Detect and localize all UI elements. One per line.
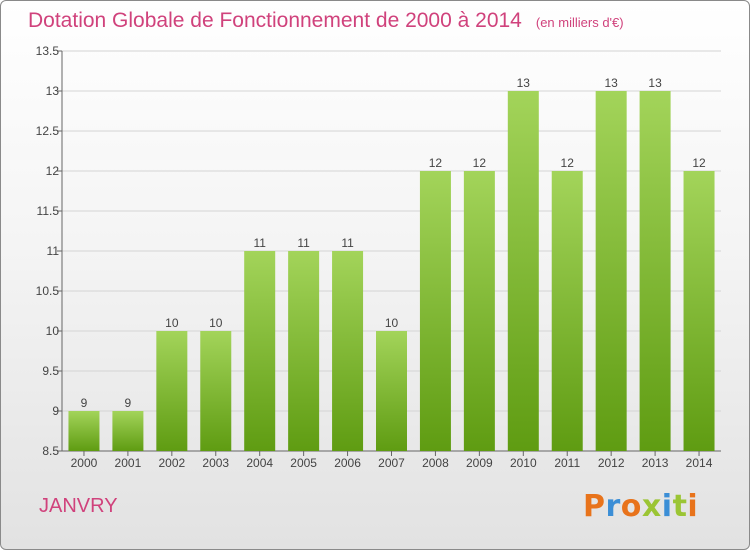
bar [463,171,495,451]
x-tick-label: 2008 [422,456,449,470]
logo-letter: i [687,489,699,524]
proxiti-logo: Proxiti [583,489,698,524]
x-tick-label: 2014 [686,456,713,470]
x-tick-label: 2007 [378,456,405,470]
bar [551,171,583,451]
bars [68,91,715,451]
data-label: 9 [125,396,132,410]
bar [639,91,671,451]
y-tick-label: 11 [47,244,60,258]
y-tick-label: 13 [46,84,60,98]
x-tick-label: 2002 [158,456,185,470]
bar [68,411,100,451]
data-label: 11 [297,236,310,250]
data-label: 13 [604,76,618,90]
bar [507,91,539,451]
data-label: 9 [81,396,88,410]
y-tick-label: 12 [46,164,60,178]
x-tick-label: 2010 [510,456,537,470]
bar [332,251,364,451]
y-tick-label: 10 [46,324,60,338]
logo-letter: P [583,489,606,524]
chart-title: Dotation Globale de Fonctionnement de 20… [28,9,624,33]
labels: 8.5 9 9.5 10 10.5 11 11.5 12 12.5 13 13.5 9 2000 9 200… [36,44,713,470]
x-tick-label: 2012 [598,456,625,470]
y-tick-label: 9.5 [42,364,59,378]
data-label: 11 [341,236,354,250]
y-tick-label: 9 [52,404,59,418]
y-tick-label: 13.5 [36,44,60,58]
data-label: 12 [692,156,706,170]
chart-title-text: Dotation Globale de Fonctionnement de 20… [28,9,522,32]
y-tick-label: 12.5 [36,124,60,138]
data-label: 12 [473,156,487,170]
logo-letter: r [605,489,621,524]
x-tick-label: 2000 [71,456,98,470]
commune-name: JANVRY [39,495,118,517]
bar [419,171,451,451]
bar [683,171,715,451]
x-tick-label: 2013 [642,456,669,470]
data-label: 10 [165,316,179,330]
y-tick-label: 10.5 [36,284,60,298]
y-tick-label: 8.5 [42,444,59,458]
x-tick-label: 2003 [202,456,229,470]
x-tick-label: 2006 [334,456,361,470]
x-tick-label: 2005 [290,456,317,470]
bar [156,331,188,451]
logo-letter: x [641,489,662,524]
x-tick-label: 2011 [554,456,580,470]
logo-letter: t [672,489,688,524]
data-label: 11 [253,236,266,250]
x-tick-label: 2009 [466,456,493,470]
bar [595,91,627,451]
logo-letter: i [661,489,673,524]
bar [376,331,407,451]
bar [112,411,144,451]
bar [200,331,232,451]
bar [244,251,276,451]
y-tick-label: 11.5 [37,204,60,218]
data-label: 10 [209,316,223,330]
x-tick-label: 2004 [246,456,273,470]
logo-letter: o [620,489,642,524]
data-label: 12 [429,156,443,170]
data-label: 10 [385,316,399,330]
x-tick-label: 2001 [115,456,142,470]
data-label: 13 [517,76,531,90]
chart-unit: (en milliers d'€) [535,15,624,30]
bar [288,251,320,451]
data-label: 12 [561,156,575,170]
data-label: 13 [648,76,662,90]
